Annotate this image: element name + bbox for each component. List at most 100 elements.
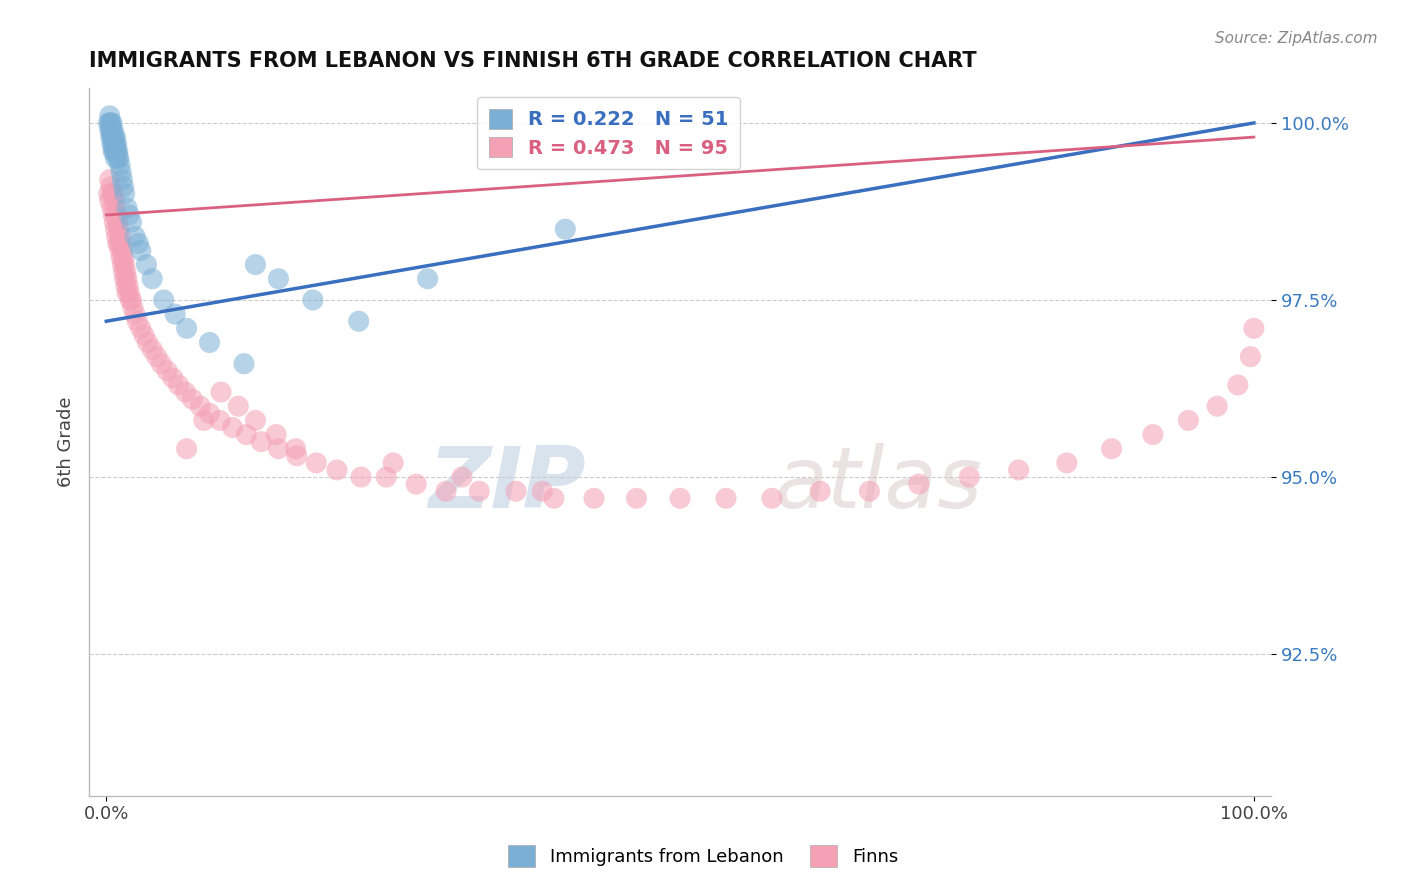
Point: [245, 258, 267, 272]
Point: [127, 314, 149, 328]
Point: [150, 357, 173, 371]
Point: [118, 285, 141, 300]
Point: [104, 130, 127, 145]
Point: [808, 484, 831, 499]
Point: [107, 215, 129, 229]
Point: [714, 491, 737, 506]
Point: [208, 413, 231, 427]
Point: [141, 343, 163, 357]
Point: [104, 137, 127, 152]
Point: [127, 236, 149, 251]
Point: [105, 145, 128, 159]
Point: [434, 484, 457, 499]
Point: [267, 442, 290, 456]
Point: [165, 307, 187, 321]
Point: [101, 201, 124, 215]
Point: [1007, 463, 1029, 477]
Point: [105, 208, 128, 222]
Point: [114, 186, 136, 201]
Point: [101, 137, 124, 152]
Point: [129, 321, 152, 335]
Point: [120, 293, 142, 307]
Point: [104, 201, 127, 215]
Point: [505, 484, 527, 499]
Point: [167, 378, 190, 392]
Point: [129, 244, 152, 258]
Point: [761, 491, 783, 506]
Point: [121, 215, 143, 229]
Point: [1226, 378, 1249, 392]
Text: IMMIGRANTS FROM LEBANON VS FINNISH 6TH GRADE CORRELATION CHART: IMMIGRANTS FROM LEBANON VS FINNISH 6TH G…: [89, 51, 977, 70]
Text: ZIP: ZIP: [427, 442, 585, 525]
Point: [193, 413, 215, 427]
Point: [302, 293, 325, 307]
Point: [858, 484, 880, 499]
Point: [103, 194, 125, 208]
Y-axis label: 6th Grade: 6th Grade: [58, 396, 75, 487]
Point: [162, 371, 184, 385]
Text: atlas: atlas: [775, 442, 983, 525]
Point: [101, 123, 124, 137]
Point: [531, 484, 554, 499]
Point: [141, 271, 163, 285]
Point: [221, 420, 243, 434]
Point: [108, 158, 131, 172]
Point: [107, 152, 129, 166]
Point: [110, 251, 132, 265]
Point: [375, 470, 398, 484]
Point: [451, 470, 474, 484]
Point: [108, 244, 131, 258]
Point: [121, 293, 143, 307]
Point: [118, 208, 141, 222]
Point: [134, 328, 156, 343]
Point: [115, 201, 138, 215]
Point: [190, 399, 212, 413]
Point: [554, 222, 576, 236]
Point: [582, 491, 605, 506]
Legend: R = 0.222   N = 51, R = 0.473   N = 95: R = 0.222 N = 51, R = 0.473 N = 95: [477, 97, 740, 169]
Point: [1239, 350, 1261, 364]
Point: [107, 145, 129, 159]
Point: [543, 491, 565, 506]
Point: [111, 172, 134, 186]
Point: [267, 271, 290, 285]
Point: [235, 427, 257, 442]
Point: [626, 491, 648, 506]
Point: [100, 179, 122, 194]
Point: [104, 145, 127, 159]
Point: [468, 484, 491, 499]
Point: [112, 179, 135, 194]
Point: [115, 271, 138, 285]
Point: [104, 222, 127, 236]
Point: [284, 442, 307, 456]
Point: [110, 236, 132, 251]
Point: [174, 385, 197, 400]
Point: [198, 406, 221, 420]
Point: [146, 350, 169, 364]
Point: [114, 271, 136, 285]
Point: [108, 222, 131, 236]
Point: [100, 130, 122, 145]
Point: [98, 172, 121, 186]
Point: [233, 357, 256, 371]
Point: [111, 244, 134, 258]
Point: [152, 293, 174, 307]
Point: [305, 456, 328, 470]
Point: [100, 123, 122, 137]
Point: [98, 194, 121, 208]
Point: [112, 251, 135, 265]
Point: [957, 470, 980, 484]
Point: [176, 321, 198, 335]
Point: [115, 285, 138, 300]
Point: [101, 208, 124, 222]
Point: [101, 130, 124, 145]
Point: [209, 385, 232, 400]
Point: [103, 145, 125, 159]
Text: Source: ZipAtlas.com: Source: ZipAtlas.com: [1215, 31, 1378, 46]
Point: [156, 364, 179, 378]
Point: [347, 314, 370, 328]
Point: [124, 307, 146, 321]
Point: [198, 335, 221, 350]
Point: [98, 109, 121, 123]
Point: [103, 215, 125, 229]
